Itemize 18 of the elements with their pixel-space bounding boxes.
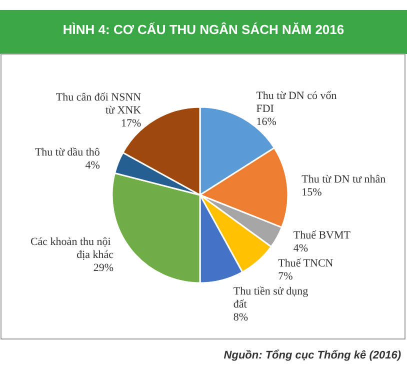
slice-label: Thu cân đối NSNN từ XNK (56, 92, 142, 117)
slice-label: Thuế TNCN (278, 258, 334, 270)
data-label: 7% (278, 270, 293, 283)
slice-label: Thu từ DN tư nhân (302, 173, 386, 186)
data-label: 17% (120, 118, 142, 130)
chart-title: HÌNH 4: CƠ CẤU THU NGÂN SÁCH NĂM 2016 (62, 22, 344, 37)
data-label: 15% (302, 186, 322, 198)
text: Nguồn: Tổng cục Thống kê (2016) (224, 350, 402, 362)
data-label: 8% (233, 312, 248, 324)
data-label: 29% (93, 262, 114, 274)
slice-label: Thu tiền sử dụng đất (233, 286, 311, 311)
slice-label: Thu từ dầu thô (34, 146, 100, 158)
slice-label: Các khoản thu nội địa khác (30, 236, 114, 262)
slice-label: Thu từ DN có vốn FDI (256, 90, 340, 116)
data-label: 4% (293, 242, 308, 255)
slice-label: Thuế BVMT (293, 230, 351, 242)
data-label: 4% (85, 159, 100, 172)
data-label: 16% (256, 116, 276, 128)
